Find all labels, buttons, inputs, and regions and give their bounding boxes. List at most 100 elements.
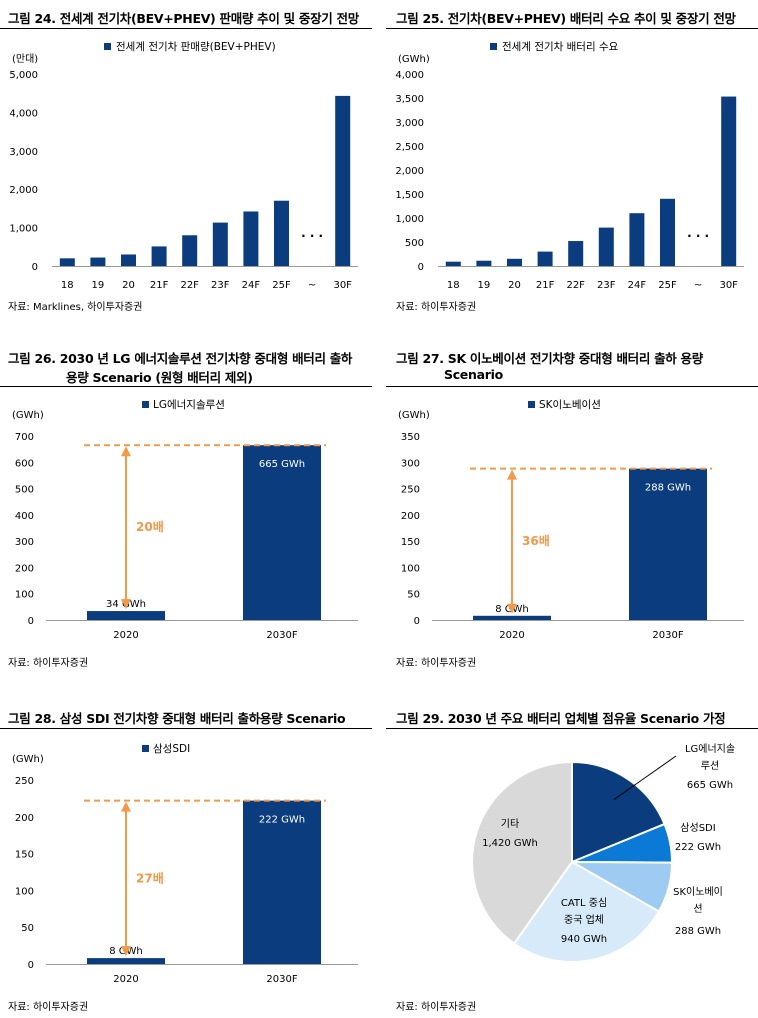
x-tick-label: 19 xyxy=(92,280,105,291)
x-tick-label: 24F xyxy=(242,280,261,291)
fig28-rule xyxy=(0,728,372,729)
y-tick-label: 100 xyxy=(15,886,34,897)
bar xyxy=(598,227,614,266)
fig25-source: 자료: 하이투자증권 xyxy=(396,302,477,313)
y-tick-label: 50 xyxy=(407,590,420,601)
x-tick-label: 2020 xyxy=(113,630,138,641)
x-tick-label: 25F xyxy=(272,280,291,291)
bar xyxy=(87,611,165,620)
pie-slice xyxy=(471,760,573,945)
fig27-source: 자료: 하이투자증권 xyxy=(396,658,477,669)
data-label: 222 GWh xyxy=(259,815,305,826)
fig27-chart: SK이노베이션 (GWh) 0 50 100 150 200 250 300 350 2020 203… xyxy=(398,399,744,641)
bar xyxy=(445,261,461,266)
fig29-chart: LG에너지솔루션 665 GWh 삼성SDI 222 GWh SK이노베이션 288 GW… xyxy=(471,743,735,963)
data-label: 288 GWh xyxy=(645,483,691,494)
fig28-panel: 그림 28. 삼성 SDI 전기차향 중대형 배터리 출하용량 Scenario… xyxy=(0,700,372,1018)
fig25-panel: 그림 25. 전기차(BEV+PHEV) 배터리 수요 추이 및 중장기 전망 … xyxy=(386,0,758,320)
x-tick-label: 23F xyxy=(211,280,230,291)
fig26-rule xyxy=(0,386,372,387)
y-tick-label: 500 xyxy=(405,238,424,249)
fig26-title-line2: 용량 Scenario (원형 배터리 제외) xyxy=(66,370,253,385)
x-tick-label: 22F xyxy=(180,280,199,291)
x-tick-label: ~ xyxy=(308,280,316,291)
slice-name: 기타 xyxy=(501,818,519,830)
bar xyxy=(243,445,321,620)
growth-multiple-label: 20배 xyxy=(136,519,164,534)
x-tick-label: 23F xyxy=(597,280,616,291)
x-tick-label: 2020 xyxy=(499,630,524,641)
y-tick-label: 1,000 xyxy=(395,214,424,225)
bar xyxy=(721,96,737,266)
x-tick-label: 30F xyxy=(719,280,738,291)
bar xyxy=(59,258,75,266)
fig29-panel: 그림 29. 2030 년 주요 배터리 업체별 점유율 Scenario 가정… xyxy=(386,700,758,1018)
legend-label: 삼성SDI xyxy=(153,743,190,755)
x-tick-label: 24F xyxy=(628,280,647,291)
y-tick-label: 200 xyxy=(15,563,34,574)
bar xyxy=(182,235,198,266)
fig25-rule xyxy=(386,28,758,29)
x-tick-label: 18 xyxy=(447,280,460,291)
y-tick-label: 2,500 xyxy=(395,142,424,153)
bar xyxy=(121,254,136,266)
y-tick-label: 3,500 xyxy=(395,94,424,105)
fig27-panel: 그림 27. SK 이노베이션 전기차향 중대형 배터리 출하 용량 Scena… xyxy=(386,340,758,680)
bar xyxy=(335,95,351,266)
y-tick-label: 150 xyxy=(15,850,34,861)
y-tick-label: 0 xyxy=(28,616,34,627)
y-tick-label: 4,000 xyxy=(395,70,424,81)
gap-marker: · · · xyxy=(687,229,709,243)
fig24-source: 자료: Marklines, 하이투자증권 xyxy=(8,302,143,313)
y-tick-label: 100 xyxy=(401,563,420,574)
legend-label: 전세계 전기차 배터리 수요 xyxy=(502,41,619,53)
legend-label: 전세계 전기차 판매량(BEV+PHEV) xyxy=(116,41,276,53)
fig24-rule xyxy=(0,28,372,29)
arrow-head-up-icon xyxy=(121,801,131,812)
y-axis-unit: (GWh) xyxy=(398,410,430,421)
slice-name: 삼성SDI xyxy=(680,822,715,834)
bar xyxy=(87,958,165,964)
bar xyxy=(660,198,675,266)
x-tick-label: 18 xyxy=(61,280,74,291)
bar xyxy=(568,241,584,266)
y-tick-label: 3,000 xyxy=(395,118,424,129)
y-tick-label: 700 xyxy=(15,432,34,443)
y-tick-label: 200 xyxy=(15,813,34,824)
leader-line xyxy=(613,755,677,801)
y-tick-label: 0 xyxy=(414,616,420,627)
fig26-title-line1: 그림 26. 2030 년 LG 에너지솔루션 전기차향 중대형 배터리 출하 xyxy=(8,351,353,366)
x-tick-label: 22F xyxy=(566,280,585,291)
y-tick-label: 5,000 xyxy=(9,70,38,81)
fig27-title-line1: 그림 27. SK 이노베이션 전기차향 중대형 배터리 출하 용량 xyxy=(396,351,703,366)
slice-name: CATL 중심 xyxy=(561,897,607,909)
y-axis-unit: (GWh) xyxy=(12,410,44,421)
x-tick-label: 2030F xyxy=(652,630,683,641)
legend-swatch xyxy=(142,401,149,408)
arrow-head-down-icon xyxy=(507,603,517,614)
bar xyxy=(274,200,289,266)
x-tick-label: 20 xyxy=(508,280,521,291)
slice-name: 루션 xyxy=(701,760,719,772)
x-tick-label: 25F xyxy=(658,280,677,291)
y-tick-label: 250 xyxy=(401,485,420,496)
bar xyxy=(476,260,492,266)
fig24-title: 그림 24. 전세계 전기차(BEV+PHEV) 판매량 추이 및 중장기 전망 xyxy=(8,11,359,26)
fig25-title: 그림 25. 전기차(BEV+PHEV) 배터리 수요 추이 및 중장기 전망 xyxy=(396,11,736,26)
y-tick-label: 150 xyxy=(401,537,420,548)
slice-value: 665 GWh xyxy=(687,780,733,791)
legend-label: LG에너지솔루션 xyxy=(153,399,225,411)
bar xyxy=(243,211,259,266)
y-axis-unit: (만대) xyxy=(12,53,38,65)
legend-swatch xyxy=(528,401,535,408)
y-tick-label: 600 xyxy=(15,458,34,469)
y-tick-label: 200 xyxy=(401,511,420,522)
y-tick-label: 2,000 xyxy=(9,185,38,196)
arrow-head-down-icon xyxy=(121,946,131,957)
growth-multiple-label: 36배 xyxy=(522,533,550,548)
fig24-panel: 그림 24. 전세계 전기차(BEV+PHEV) 판매량 추이 및 중장기 전망… xyxy=(0,0,372,320)
x-tick-label: 21F xyxy=(150,280,169,291)
y-tick-label: 1,000 xyxy=(9,224,38,235)
y-tick-label: 0 xyxy=(28,960,34,971)
fig29-title: 그림 29. 2030 년 주요 배터리 업체별 점유율 Scenario 가정 xyxy=(396,711,726,726)
